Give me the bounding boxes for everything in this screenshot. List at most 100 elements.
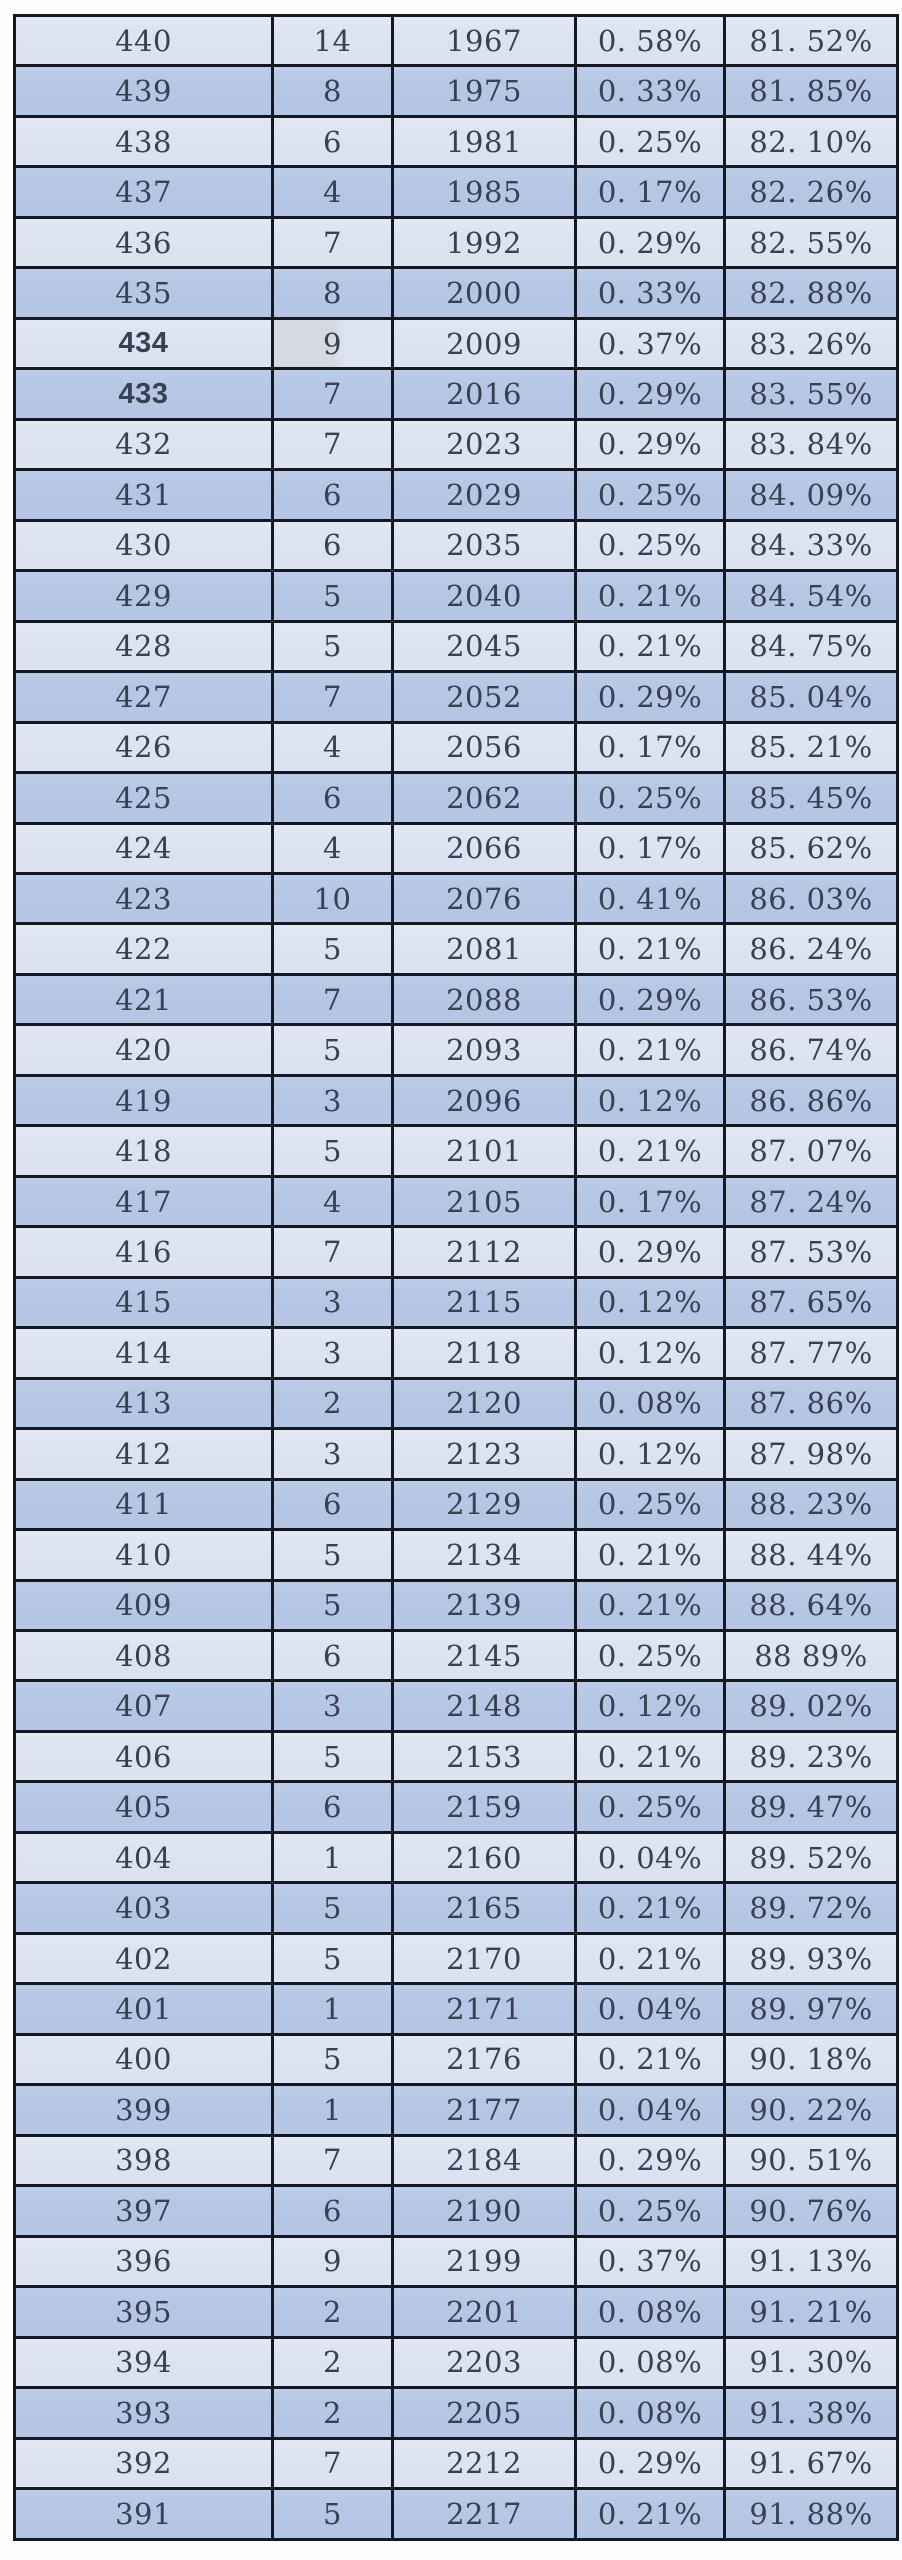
count-cell: 5 xyxy=(271,922,394,976)
cumulative-percent-cell: 84. 09% xyxy=(723,468,899,522)
percent-cell: 0. 29% xyxy=(574,1225,726,1279)
count-cell: 2 xyxy=(271,1376,394,1431)
score-cell: 430 xyxy=(13,518,274,573)
score-cell: 435 xyxy=(13,266,274,320)
cumulative-count-cell: 2056 xyxy=(391,720,577,775)
score-cell: 409 xyxy=(13,1578,274,1633)
score-cell: 399 xyxy=(13,2083,274,2137)
cumulative-count-cell: 2201 xyxy=(391,2285,577,2339)
count-cell: 6 xyxy=(271,771,394,825)
cumulative-count-cell: 2023 xyxy=(391,417,577,472)
percent-cell: 0. 04% xyxy=(574,2083,726,2137)
cumulative-percent-cell: 89. 23% xyxy=(723,1729,899,1784)
table-row: 398 7 2184 0. 29% 90. 51% xyxy=(13,2133,899,2188)
cumulative-percent-cell: 87. 98% xyxy=(723,1427,899,1481)
cumulative-percent-cell: 91. 13% xyxy=(723,2234,899,2289)
percent-cell: 0. 08% xyxy=(574,2285,726,2339)
cumulative-percent-cell: 82. 10% xyxy=(723,114,899,169)
score-cell: 391 xyxy=(13,2486,274,2542)
table-row: 423 10 2076 0. 41% 86. 03% xyxy=(13,871,899,926)
cumulative-percent-cell: 82. 26% xyxy=(723,165,899,219)
cumulative-percent-cell: 83. 55% xyxy=(723,367,899,421)
cumulative-percent-cell: 91. 30% xyxy=(723,2335,899,2390)
table-row: 407 3 2148 0. 12% 89. 02% xyxy=(13,1679,899,1733)
score-cell: 398 xyxy=(13,2133,274,2188)
count-cell: 4 xyxy=(271,165,394,219)
table-row: 402 5 2170 0. 21% 89. 93% xyxy=(13,1931,899,1986)
count-cell: 5 xyxy=(271,2486,394,2542)
score-cell: 426 xyxy=(13,720,274,775)
cumulative-count-cell: 2148 xyxy=(391,1679,577,1733)
percent-cell: 0. 29% xyxy=(574,670,726,724)
cumulative-count-cell: 2171 xyxy=(391,1982,577,2036)
cumulative-percent-cell: 87. 07% xyxy=(723,1124,899,1178)
table-row: 396 9 2199 0. 37% 91. 13% xyxy=(13,2234,899,2289)
cumulative-count-cell: 2029 xyxy=(391,468,577,522)
count-cell: 4 xyxy=(271,821,394,875)
table-row: 438 6 1981 0. 25% 82. 10% xyxy=(13,114,899,169)
table-row: 428 5 2045 0. 21% 84. 75% xyxy=(13,619,899,674)
percent-cell: 0. 29% xyxy=(574,215,726,270)
table-row: 424 4 2066 0. 17% 85. 62% xyxy=(13,821,899,875)
percent-cell: 0. 21% xyxy=(574,1528,726,1582)
count-cell: 7 xyxy=(271,972,394,1027)
percent-cell: 0. 37% xyxy=(574,316,726,371)
percent-cell: 0. 08% xyxy=(574,2386,726,2440)
percent-cell: 0. 17% xyxy=(574,165,726,219)
score-cell: 401 xyxy=(13,1982,274,2036)
percent-cell: 0. 08% xyxy=(574,2335,726,2390)
count-cell: 5 xyxy=(271,1578,394,1633)
cumulative-percent-cell: 91. 38% xyxy=(723,2386,899,2440)
table-row: 394 2 2203 0. 08% 91. 30% xyxy=(13,2335,899,2390)
table-row: 421 7 2088 0. 29% 86. 53% xyxy=(13,972,899,1027)
table-row: 409 5 2139 0. 21% 88. 64% xyxy=(13,1578,899,1633)
score-cell: 431 xyxy=(13,468,274,522)
percent-cell: 0. 41% xyxy=(574,871,726,926)
cumulative-percent-cell: 89. 72% xyxy=(723,1881,899,1935)
table-row: 426 4 2056 0. 17% 85. 21% xyxy=(13,720,899,775)
cumulative-count-cell: 2016 xyxy=(391,367,577,421)
count-cell: 5 xyxy=(271,1528,394,1582)
score-cell: 394 xyxy=(13,2335,274,2390)
score-cell: 407 xyxy=(13,1679,274,1733)
table-row: 430 6 2035 0. 25% 84. 33% xyxy=(13,518,899,573)
cumulative-percent-cell: 85. 04% xyxy=(723,670,899,724)
score-cell: 393 xyxy=(13,2386,274,2440)
score-table-container: 440 14 1967 0. 58% 81. 52% 439 8 1975 0. 33% 81. … xyxy=(13,13,899,2542)
cumulative-percent-cell: 85. 62% xyxy=(723,821,899,875)
cumulative-percent-cell: 85. 21% xyxy=(723,720,899,775)
score-cell: 423 xyxy=(13,871,274,926)
table-row: 400 5 2176 0. 21% 90. 18% xyxy=(13,2032,899,2087)
score-cell: 395 xyxy=(13,2285,274,2339)
count-cell: 2 xyxy=(271,2386,394,2440)
table-row: 425 6 2062 0. 25% 85. 45% xyxy=(13,771,899,825)
score-cell: 420 xyxy=(13,1023,274,1077)
percent-cell: 0. 21% xyxy=(574,569,726,623)
count-cell: 7 xyxy=(271,367,394,421)
count-cell: 8 xyxy=(271,266,394,320)
cumulative-percent-cell: 89. 93% xyxy=(723,1931,899,1986)
cumulative-count-cell: 2199 xyxy=(391,2234,577,2289)
cumulative-percent-cell: 90. 22% xyxy=(723,2083,899,2137)
score-table: 440 14 1967 0. 58% 81. 52% 439 8 1975 0. 33% 81. … xyxy=(13,13,899,2542)
table-row: 408 6 2145 0. 25% 88 89% xyxy=(13,1628,899,1683)
cumulative-percent-cell: 82. 88% xyxy=(723,266,899,320)
cumulative-count-cell: 2105 xyxy=(391,1174,577,1229)
cumulative-count-cell: 2184 xyxy=(391,2133,577,2188)
count-cell: 2 xyxy=(271,2285,394,2339)
score-cell: 433 xyxy=(13,367,274,421)
count-cell: 6 xyxy=(271,468,394,522)
cumulative-count-cell: 1967 xyxy=(391,13,577,68)
cumulative-percent-cell: 91. 21% xyxy=(723,2285,899,2339)
score-cell: 434 xyxy=(13,316,274,371)
cumulative-percent-cell: 81. 85% xyxy=(723,64,899,118)
percent-cell: 0. 04% xyxy=(574,1982,726,2036)
count-cell: 5 xyxy=(271,569,394,623)
cumulative-percent-cell: 87. 86% xyxy=(723,1376,899,1431)
table-row: 416 7 2112 0. 29% 87. 53% xyxy=(13,1225,899,1279)
count-cell: 7 xyxy=(271,417,394,472)
score-cell: 436 xyxy=(13,215,274,270)
table-row: 435 8 2000 0. 33% 82. 88% xyxy=(13,266,899,320)
score-cell: 396 xyxy=(13,2234,274,2289)
percent-cell: 0. 21% xyxy=(574,1124,726,1178)
